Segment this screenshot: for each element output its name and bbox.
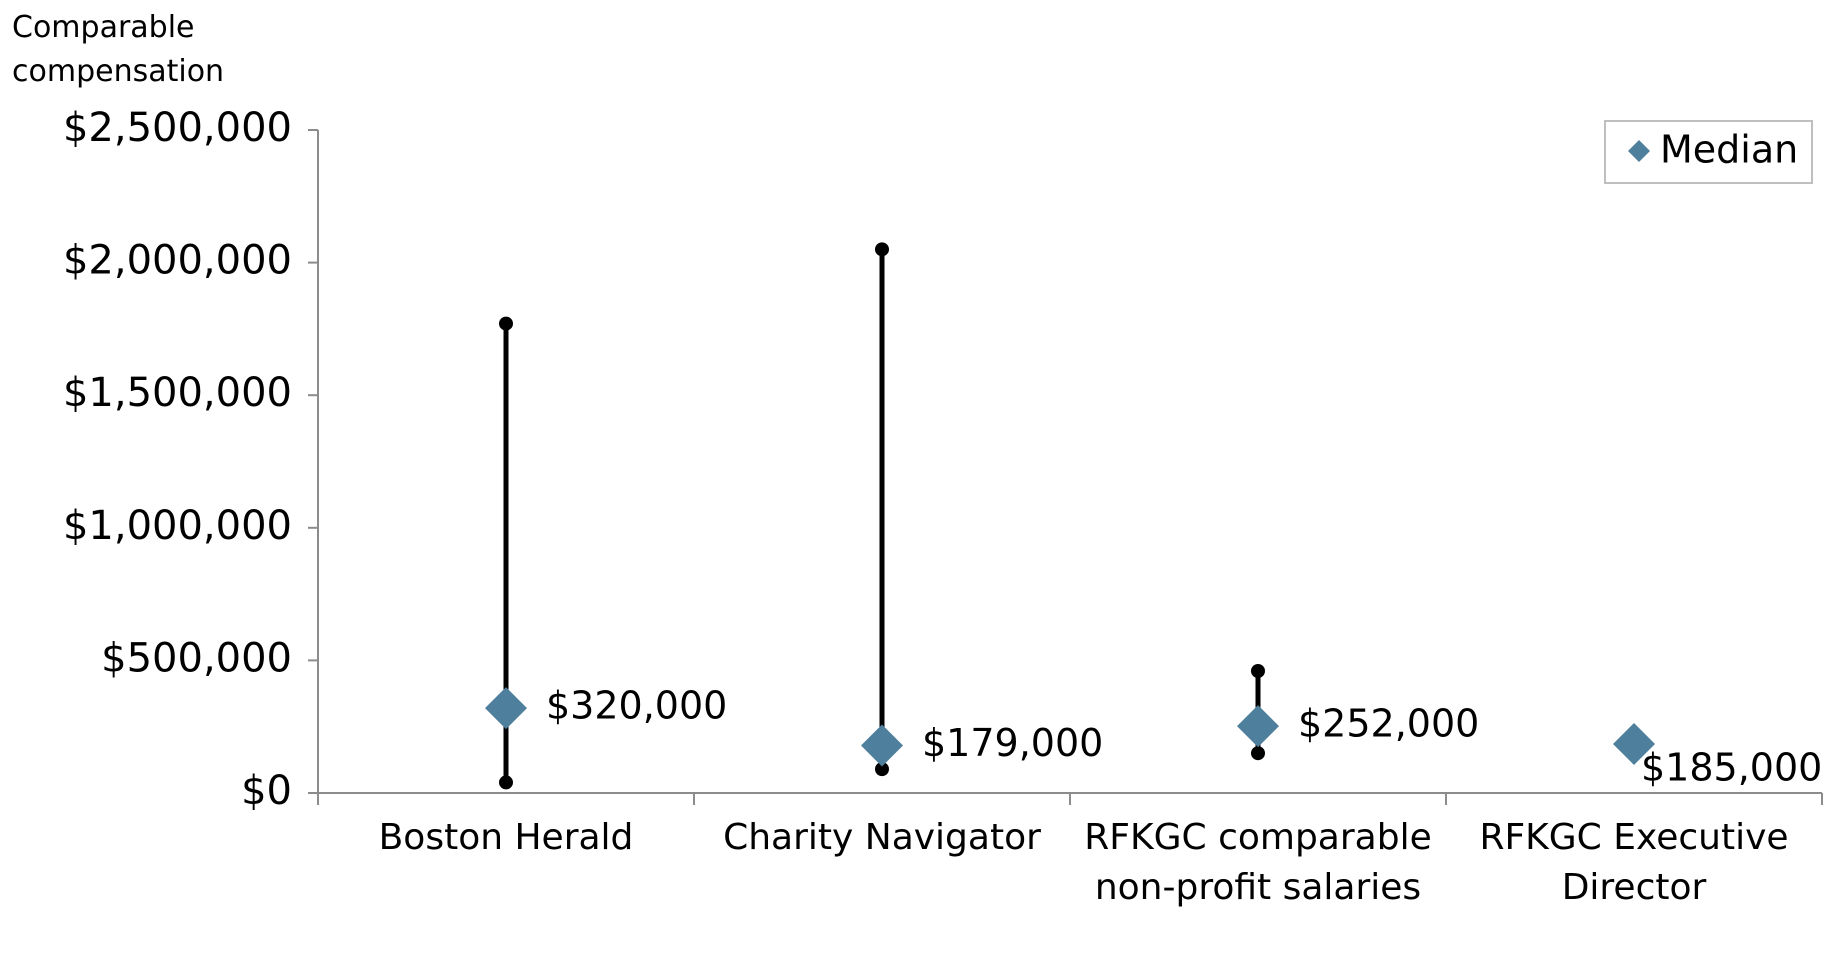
median-marker <box>1613 722 1655 765</box>
y-tick-label: $2,000,000 <box>63 238 292 284</box>
low-point <box>1251 746 1265 761</box>
legend-marker <box>1628 140 1650 162</box>
y-tick-label: $0 <box>241 768 292 814</box>
x-tick-label: RFKGC comparable non-profit salaries <box>1084 817 1432 908</box>
y-tick-label: $2,500,000 <box>63 105 292 151</box>
data-label: $252,000 <box>1298 702 1479 746</box>
x-tick-label: RFKGC Executive Director <box>1479 817 1789 908</box>
data-label: $185,000 <box>1641 745 1822 789</box>
median-marker <box>1237 705 1279 748</box>
high-point <box>499 316 513 331</box>
high-point <box>1251 664 1265 679</box>
y-tick-label: $500,000 <box>101 635 292 681</box>
low-point <box>499 775 513 790</box>
median-marker <box>485 687 527 730</box>
x-tick-label: Charity Navigator <box>723 817 1041 858</box>
high-point <box>875 242 889 257</box>
x-tick-label: Boston Herald <box>378 817 634 858</box>
y-axis-title: Comparable compensation <box>12 10 225 89</box>
median-marker <box>861 724 903 767</box>
y-tick-label: $1,500,000 <box>63 370 292 416</box>
y-tick-label: $1,000,000 <box>63 503 292 549</box>
low-point <box>875 762 889 777</box>
data-label: $320,000 <box>546 684 727 728</box>
legend-label: Median <box>1660 128 1798 172</box>
data-label: $179,000 <box>922 721 1103 765</box>
